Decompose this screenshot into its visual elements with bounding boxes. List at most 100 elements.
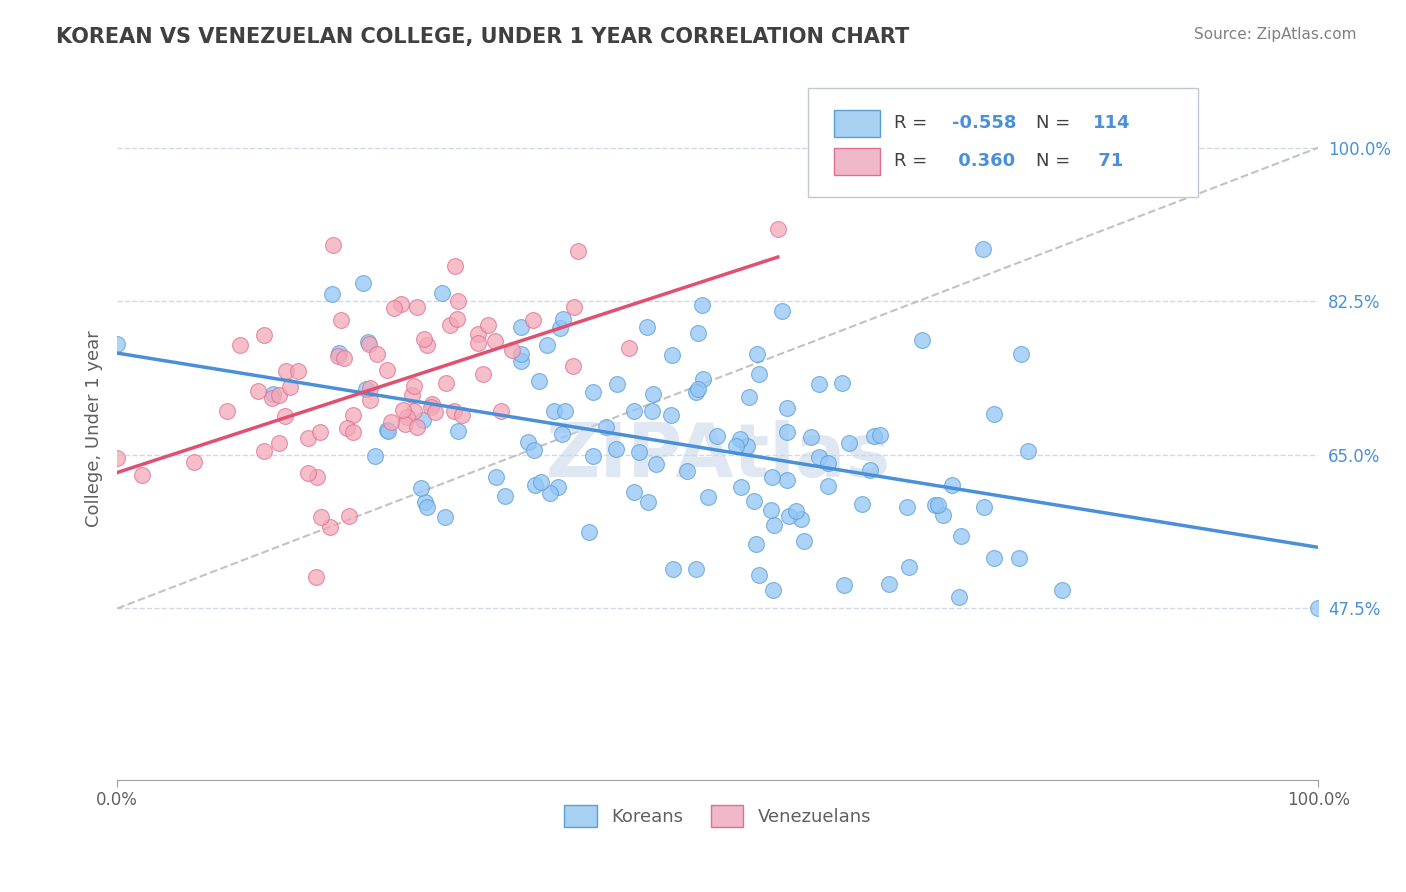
Point — [447, 293, 470, 308]
Text: Source: ZipAtlas.com: Source: ZipAtlas.com — [1194, 27, 1357, 42]
Point — [617, 341, 640, 355]
Point — [274, 364, 297, 378]
Point — [229, 338, 252, 352]
Point — [278, 380, 301, 394]
Point — [392, 403, 415, 417]
Point — [517, 435, 540, 450]
Point — [527, 374, 550, 388]
Point — [377, 363, 399, 377]
Point — [305, 470, 328, 484]
Point — [501, 343, 523, 357]
Point — [105, 336, 128, 351]
Point — [509, 347, 531, 361]
Point — [877, 577, 900, 591]
Point — [253, 443, 276, 458]
Text: N =: N = — [1036, 152, 1076, 170]
Point — [267, 435, 290, 450]
Point — [318, 520, 340, 534]
Point — [697, 490, 720, 504]
Point — [685, 385, 707, 400]
Point — [623, 403, 645, 417]
Point — [447, 424, 470, 438]
Point — [510, 319, 533, 334]
Point — [793, 534, 815, 549]
Point — [411, 482, 433, 496]
Point — [595, 420, 617, 434]
Point — [366, 346, 388, 360]
Point — [832, 578, 855, 592]
Point — [382, 301, 405, 315]
Point — [354, 382, 377, 396]
Text: 0.360: 0.360 — [952, 152, 1015, 170]
Point — [287, 364, 309, 378]
Point — [761, 583, 783, 598]
Text: 114: 114 — [1092, 114, 1130, 132]
Point — [623, 485, 645, 500]
Point — [536, 338, 558, 352]
Point — [551, 312, 574, 326]
Point — [863, 428, 886, 442]
Point — [524, 478, 547, 492]
Point — [247, 384, 270, 399]
Point — [927, 498, 949, 512]
Point — [561, 359, 583, 373]
Point — [692, 298, 714, 312]
Point — [838, 435, 860, 450]
Point — [941, 478, 963, 492]
Point — [685, 562, 707, 576]
Point — [404, 379, 426, 393]
Point — [253, 328, 276, 343]
Point — [377, 424, 399, 438]
Point — [356, 334, 378, 349]
Point — [446, 311, 468, 326]
Point — [322, 238, 344, 252]
Point — [643, 386, 665, 401]
Text: -0.558: -0.558 — [952, 114, 1017, 132]
Point — [269, 388, 291, 402]
Point — [523, 443, 546, 458]
Point — [494, 489, 516, 503]
Point — [748, 367, 770, 381]
Point — [359, 392, 381, 407]
Point — [443, 403, 465, 417]
Point — [817, 456, 839, 470]
Point — [406, 301, 429, 315]
Text: N =: N = — [1036, 114, 1076, 132]
Point — [778, 508, 800, 523]
Point — [973, 500, 995, 514]
Point — [416, 338, 439, 352]
Point — [321, 286, 343, 301]
Point — [606, 376, 628, 391]
Point — [641, 403, 664, 417]
Point — [776, 401, 799, 416]
Point — [337, 509, 360, 524]
Point — [439, 318, 461, 332]
Point — [628, 445, 651, 459]
Point — [637, 494, 659, 508]
Point — [924, 498, 946, 512]
Point — [360, 381, 382, 395]
Point — [807, 450, 830, 464]
Text: R =: R = — [894, 114, 934, 132]
Point — [309, 425, 332, 439]
Point — [543, 404, 565, 418]
Point — [1017, 443, 1039, 458]
Point — [436, 376, 458, 391]
Point — [761, 470, 783, 484]
Text: KOREAN VS VENEZUELAN COLLEGE, UNDER 1 YEAR CORRELATION CHART: KOREAN VS VENEZUELAN COLLEGE, UNDER 1 YE… — [56, 27, 910, 46]
Text: R =: R = — [894, 152, 934, 170]
Point — [808, 376, 831, 391]
Point — [412, 332, 434, 346]
Point — [776, 473, 799, 487]
Point — [1008, 550, 1031, 565]
Point — [735, 439, 758, 453]
Point — [675, 464, 697, 478]
Point — [333, 351, 356, 365]
Point — [472, 368, 495, 382]
Point — [898, 560, 921, 574]
Point — [686, 382, 709, 396]
Legend: Koreans, Venezuelans: Koreans, Venezuelans — [557, 797, 879, 834]
Point — [972, 242, 994, 256]
Bar — [834, 111, 880, 137]
Point — [948, 590, 970, 604]
